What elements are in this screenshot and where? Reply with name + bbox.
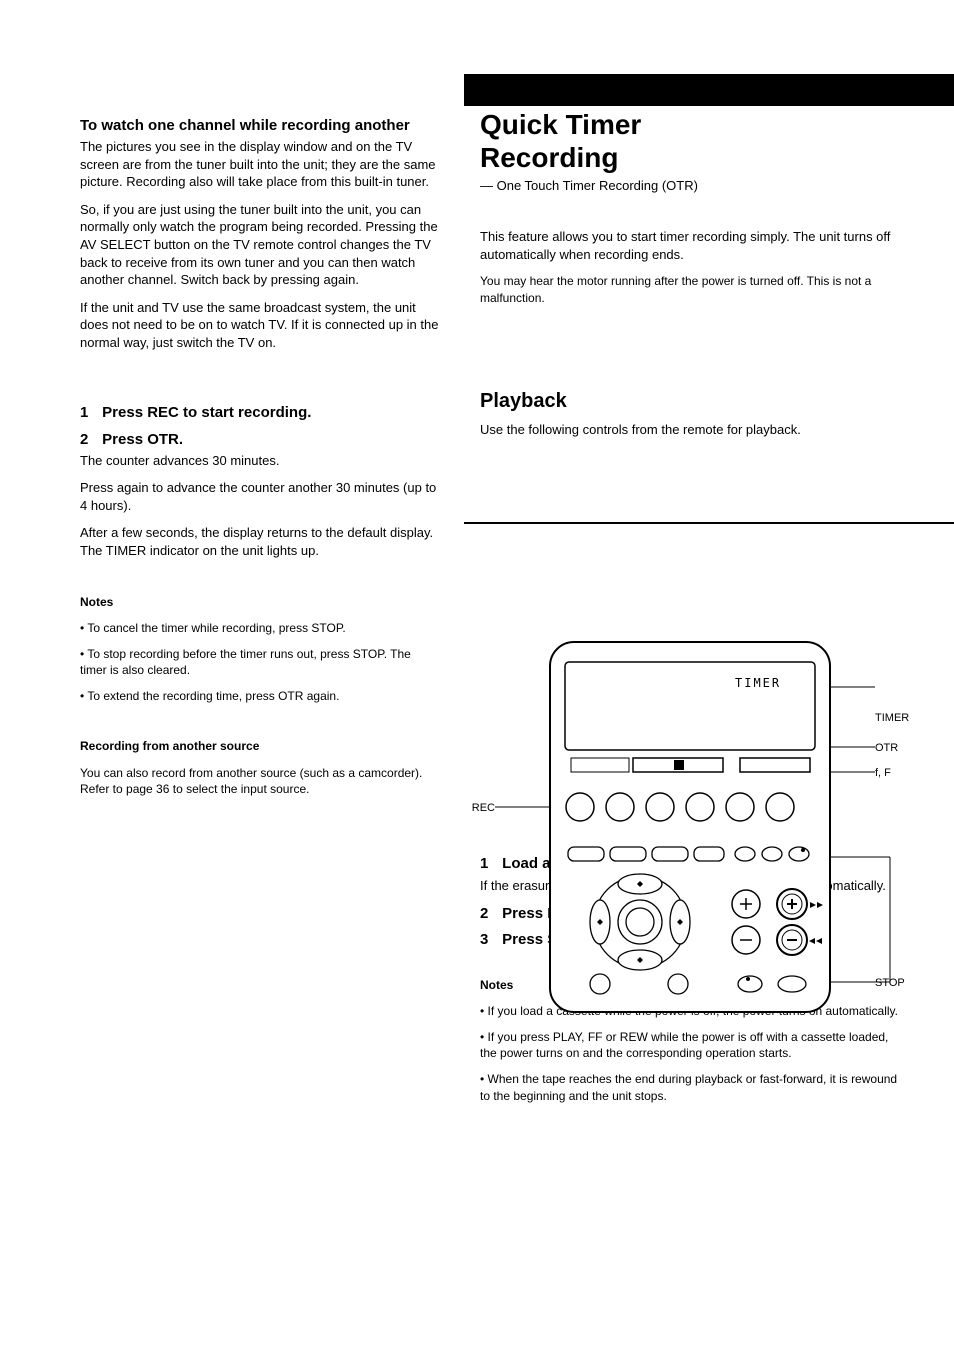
right-motor-warn: You may hear the motor running after the… — [480, 273, 900, 305]
main-title-l1: Quick Timer — [480, 110, 900, 139]
left-watch-p1: The pictures you see in the display wind… — [80, 138, 440, 191]
playback-title: Playback — [480, 388, 900, 415]
left-column: To watch one channel while recording ano… — [80, 110, 440, 1114]
record-dot-icon — [801, 848, 805, 852]
left-step1: Press REC to start recording. — [102, 404, 311, 421]
playback-body: Use the following controls from the remo… — [480, 421, 900, 439]
remote-figure: TIMER OTR f, F REC STOP TIMER — [440, 632, 930, 1032]
callout-rec: REC — [440, 802, 495, 815]
callout-stop: STOP — [875, 977, 930, 990]
left-note3: • To extend the recording time, press OT… — [80, 688, 440, 704]
timer-indicator-label: TIMER — [735, 676, 781, 690]
dot-icon — [746, 977, 750, 981]
remote-svg: TIMER — [440, 632, 930, 1032]
main-title-l2: Recording — [480, 143, 900, 172]
oval-2[interactable] — [762, 847, 782, 861]
round-btn-5[interactable] — [726, 793, 754, 821]
right-n2: • If you press PLAY, FF or REW while the… — [480, 1029, 900, 1061]
oval-3[interactable] — [789, 847, 809, 861]
pill-1[interactable] — [568, 847, 604, 861]
left-h-watch: To watch one channel while recording ano… — [80, 116, 440, 136]
left-note2: • To stop recording before the timer run… — [80, 646, 440, 678]
left-step2: Press OTR. — [102, 431, 183, 448]
lcd-strip-sep — [674, 760, 684, 770]
oval-1[interactable] — [735, 847, 755, 861]
left-src-body: You can also record from another source … — [80, 765, 440, 797]
left-bullet2: After a few seconds, the display returns… — [80, 524, 440, 559]
step1-num: 1 — [80, 403, 98, 423]
left-step2-body: The counter advances 30 minutes. — [80, 452, 440, 470]
left-bullet1: Press again to advance the counter anoth… — [80, 479, 440, 514]
dpad-center-inner — [626, 908, 654, 936]
small-btn-1[interactable] — [590, 974, 610, 994]
round-btn-3[interactable] — [646, 793, 674, 821]
right-n3: • When the tape reaches the end during p… — [480, 1071, 900, 1103]
round-btn-4[interactable] — [686, 793, 714, 821]
section-divider-bar — [464, 74, 954, 106]
main-sub: — One Touch Timer Recording (OTR) — [480, 177, 900, 195]
pill-4[interactable] — [694, 847, 724, 861]
round-btn-2[interactable] — [606, 793, 634, 821]
callout-otr: OTR — [875, 742, 930, 755]
left-watch-p2: So, if you are just using the tuner buil… — [80, 201, 440, 289]
callout-ffrew: f, F — [875, 767, 930, 780]
left-note1: • To cancel the timer while recording, p… — [80, 620, 440, 636]
small-btn-4[interactable] — [778, 976, 806, 992]
round-btn-6[interactable] — [766, 793, 794, 821]
remote-body: TIMER — [550, 642, 830, 1012]
right-intro: This feature allows you to start timer r… — [480, 228, 900, 263]
left-watch-p3: If the unit and TV use the same broadcas… — [80, 299, 440, 352]
left-notes-hdr: Notes — [80, 594, 440, 610]
small-btn-3[interactable] — [738, 976, 762, 992]
left-src-hdr: Recording from another source — [80, 738, 440, 754]
pill-2[interactable] — [610, 847, 646, 861]
callout-timer: TIMER — [875, 712, 930, 725]
small-btn-2[interactable] — [668, 974, 688, 994]
pill-3[interactable] — [652, 847, 688, 861]
round-btn-1[interactable] — [566, 793, 594, 821]
step2-num: 2 — [80, 430, 98, 450]
